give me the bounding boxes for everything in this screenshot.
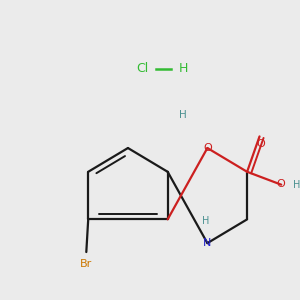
Text: H: H: [178, 62, 188, 75]
Text: H: H: [293, 180, 300, 190]
Text: O: O: [256, 139, 265, 149]
Text: O: O: [203, 143, 212, 153]
Text: H: H: [179, 110, 187, 120]
Text: H: H: [202, 216, 209, 226]
Text: N: N: [203, 238, 212, 248]
Text: O: O: [277, 179, 286, 189]
Text: Br: Br: [80, 259, 92, 269]
Text: Cl: Cl: [137, 62, 149, 75]
